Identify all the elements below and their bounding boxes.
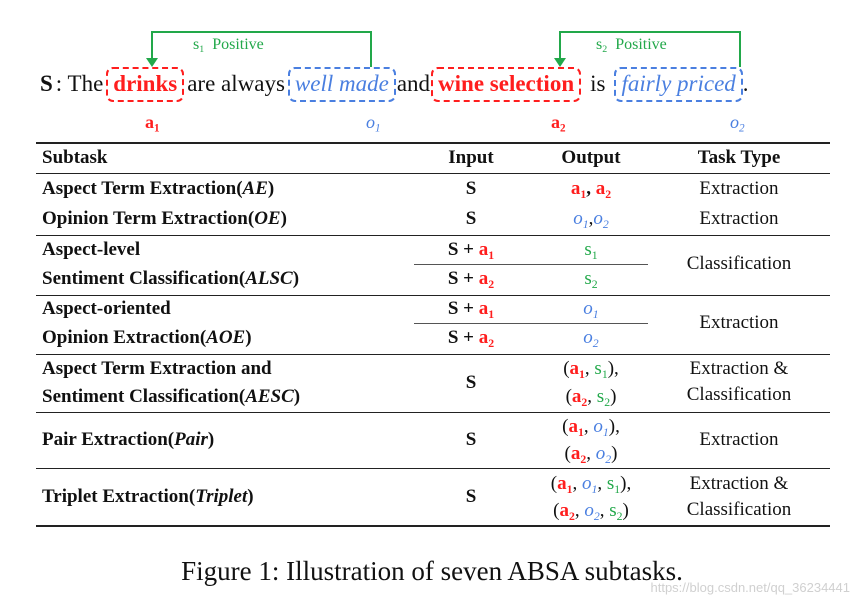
row-triplet-output-1: (a1, o1, s1), — [550, 473, 632, 496]
header-task-type: Task Type — [697, 147, 781, 168]
sentence-label: S — [40, 71, 53, 96]
row-aesc-type-1: Extraction & — [689, 358, 789, 379]
row-ae-output: a1, a2 — [570, 178, 612, 201]
row-triplet-output-2: (a2, o2, s2) — [553, 500, 629, 523]
header-subtask: Subtask — [42, 147, 108, 168]
row-pair-output-1: (a1, o1), — [562, 416, 620, 439]
row-aesc-name-2: Sentiment Classification(AESC) — [42, 386, 301, 407]
arrow-s1 — [151, 31, 372, 67]
row-aoe-type: Extraction — [699, 312, 779, 333]
row-alsc-type: Classification — [686, 253, 792, 274]
row-ae-name: Aspect Term Extraction(AE) — [42, 178, 275, 199]
sentence-text-4: is — [590, 71, 606, 96]
aspect-box-1: drinks — [106, 66, 185, 102]
row-alsc-name-2: Sentiment Classification(ALSC) — [42, 268, 300, 289]
row-alsc-name-1: Aspect-level — [42, 239, 141, 260]
sentence-text-3: and — [396, 71, 431, 96]
row-pair-name: Pair Extraction(Pair) — [42, 429, 215, 450]
tag-o1: o1 — [366, 112, 381, 135]
example-sentence: S : The drinks are always well made and … — [40, 64, 749, 104]
row-aoe-input-2: S + a2 — [447, 327, 495, 350]
sentiment-arrows — [146, 31, 741, 67]
row-pair-input: S — [465, 429, 477, 450]
sentence-text-1: : The — [55, 71, 104, 96]
row-aesc-input: S — [465, 372, 477, 393]
arrow-s1-head — [146, 58, 158, 67]
tag-o2: o2 — [730, 112, 745, 135]
row-pair-type: Extraction — [699, 429, 779, 450]
row-aoe-output-2: o2 — [583, 327, 599, 350]
row-aesc-type-2: Classification — [686, 384, 792, 405]
row-triplet-input: S — [465, 486, 477, 507]
row-triplet-type-2: Classification — [686, 499, 792, 520]
figure-caption: Figure 1: Illustration of seven ABSA sub… — [181, 556, 683, 586]
sentiment-label-2: s2 Positive — [596, 36, 667, 56]
row-alsc-output-1: s1 — [584, 239, 598, 262]
opinion-box-2: fairly priced — [614, 66, 743, 102]
row-oe-type: Extraction — [699, 208, 779, 229]
aspect-box-2: wine selection — [431, 66, 582, 102]
opinion-box-1: well made — [287, 66, 396, 102]
row-aesc-output-1: (a1, s1), — [563, 358, 619, 381]
row-aesc-name-1: Aspect Term Extraction and — [42, 358, 272, 379]
sentence-text-2: are always — [187, 71, 285, 96]
row-triplet-type-1: Extraction & — [689, 473, 789, 494]
sentiment-label-1: s1 Positive — [193, 36, 264, 56]
row-alsc-input-1: S + a1 — [447, 239, 495, 262]
row-alsc-output-2: s2 — [584, 268, 598, 291]
arrow-s2 — [559, 31, 741, 67]
row-aoe-name-2: Opinion Extraction(AOE) — [42, 327, 252, 348]
row-alsc-input-2: S + a2 — [447, 268, 495, 291]
header-input: Input — [448, 147, 494, 168]
watermark: https://blog.csdn.net/qq_36234441 — [650, 580, 851, 595]
tag-a1: a1 — [145, 112, 160, 135]
sentence-end: . — [742, 71, 749, 96]
row-oe-name: Opinion Term Extraction(OE) — [42, 208, 287, 229]
row-oe-output: o1,o2 — [573, 208, 609, 231]
row-aesc-output-2: (a2, s2) — [565, 386, 617, 409]
row-aoe-output-1: o1 — [583, 298, 599, 321]
row-aoe-name-1: Aspect-oriented — [42, 298, 171, 319]
row-ae-type: Extraction — [699, 178, 779, 199]
row-oe-input: S — [465, 208, 477, 229]
row-aoe-input-1: S + a1 — [447, 298, 495, 321]
header-output: Output — [561, 147, 621, 168]
tag-a2: a2 — [551, 112, 566, 135]
row-pair-output-2: (a2, o2) — [564, 443, 618, 466]
row-ae-input: S — [465, 178, 477, 199]
row-triplet-name: Triplet Extraction(Triplet) — [42, 486, 254, 507]
arrow-s2-head — [554, 58, 566, 67]
